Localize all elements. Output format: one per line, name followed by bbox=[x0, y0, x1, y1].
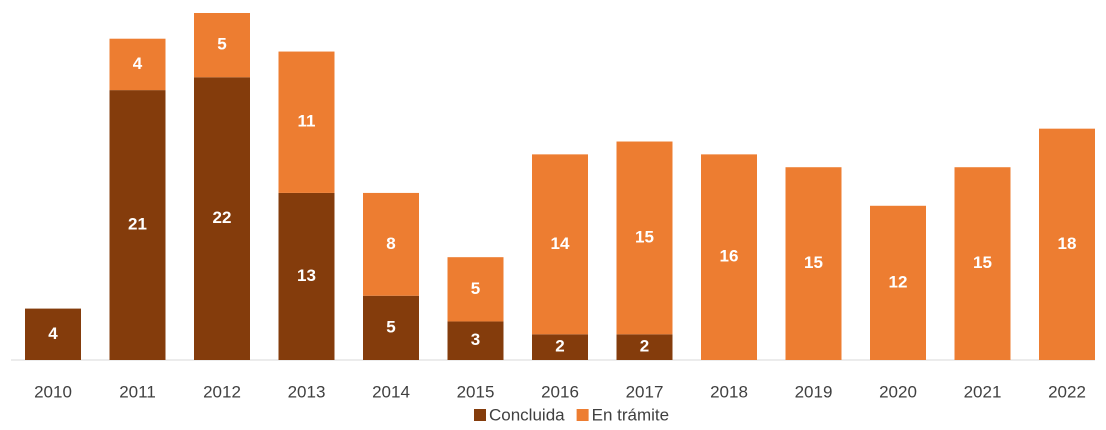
bar-segment bbox=[532, 334, 588, 360]
data-label: 8 bbox=[386, 234, 395, 253]
bar-segment bbox=[954, 167, 1011, 360]
data-label: 15 bbox=[804, 253, 823, 272]
x-tick-label: 2010 bbox=[34, 382, 72, 401]
bar-segment bbox=[194, 77, 250, 360]
data-label: 13 bbox=[297, 266, 316, 285]
x-tick-label: 2012 bbox=[203, 382, 241, 401]
data-label: 15 bbox=[973, 253, 992, 272]
data-label: 5 bbox=[471, 279, 480, 298]
bar-segment bbox=[25, 308, 81, 360]
bar-segment bbox=[363, 295, 419, 360]
legend-label: Concluida bbox=[489, 405, 565, 424]
bar-segment bbox=[278, 51, 335, 193]
data-label: 18 bbox=[1058, 234, 1077, 253]
bar-segment bbox=[616, 141, 673, 335]
x-tick-label: 2021 bbox=[964, 382, 1002, 401]
data-label: 22 bbox=[213, 208, 232, 227]
data-label: 11 bbox=[298, 112, 316, 131]
x-tick-label: 2019 bbox=[795, 382, 833, 401]
data-label: 2 bbox=[640, 337, 649, 356]
bar-segment bbox=[616, 334, 673, 360]
data-label: 5 bbox=[386, 317, 395, 336]
legend-swatch bbox=[576, 409, 589, 421]
data-label: 3 bbox=[471, 330, 480, 349]
data-label: 16 bbox=[720, 247, 739, 266]
legend-swatch bbox=[474, 409, 486, 421]
bar-segment bbox=[532, 154, 588, 335]
data-label: 5 bbox=[217, 35, 226, 54]
bar-segment bbox=[278, 192, 335, 360]
data-label: 4 bbox=[48, 324, 58, 343]
bar-segment bbox=[1039, 128, 1095, 360]
data-label: 21 bbox=[128, 215, 147, 234]
x-tick-label: 2013 bbox=[288, 382, 326, 401]
data-label: 15 bbox=[635, 227, 654, 246]
legend-label: En trámite bbox=[592, 405, 669, 424]
x-tick-label: 2020 bbox=[879, 382, 917, 401]
data-label: 4 bbox=[133, 54, 143, 73]
bar-segment bbox=[363, 192, 419, 296]
x-tick-label: 2014 bbox=[372, 382, 410, 401]
bar-segment bbox=[109, 90, 166, 360]
bar-segment bbox=[447, 257, 504, 322]
bar-segment bbox=[870, 205, 926, 360]
bar-segment bbox=[447, 321, 504, 360]
bar-segment bbox=[701, 154, 757, 360]
data-label: 2 bbox=[555, 337, 564, 356]
x-tick-label: 2022 bbox=[1048, 382, 1086, 401]
x-tick-label: 2015 bbox=[457, 382, 495, 401]
bar-segment bbox=[785, 167, 842, 360]
bar-segment bbox=[194, 13, 250, 78]
x-tick-label: 2011 bbox=[119, 382, 156, 401]
data-label: 12 bbox=[889, 272, 908, 291]
x-tick-label: 2017 bbox=[626, 382, 664, 401]
bar-segment bbox=[109, 38, 166, 91]
data-label: 14 bbox=[551, 234, 570, 253]
x-tick-label: 2016 bbox=[541, 382, 579, 401]
x-tick-label: 2018 bbox=[710, 382, 748, 401]
